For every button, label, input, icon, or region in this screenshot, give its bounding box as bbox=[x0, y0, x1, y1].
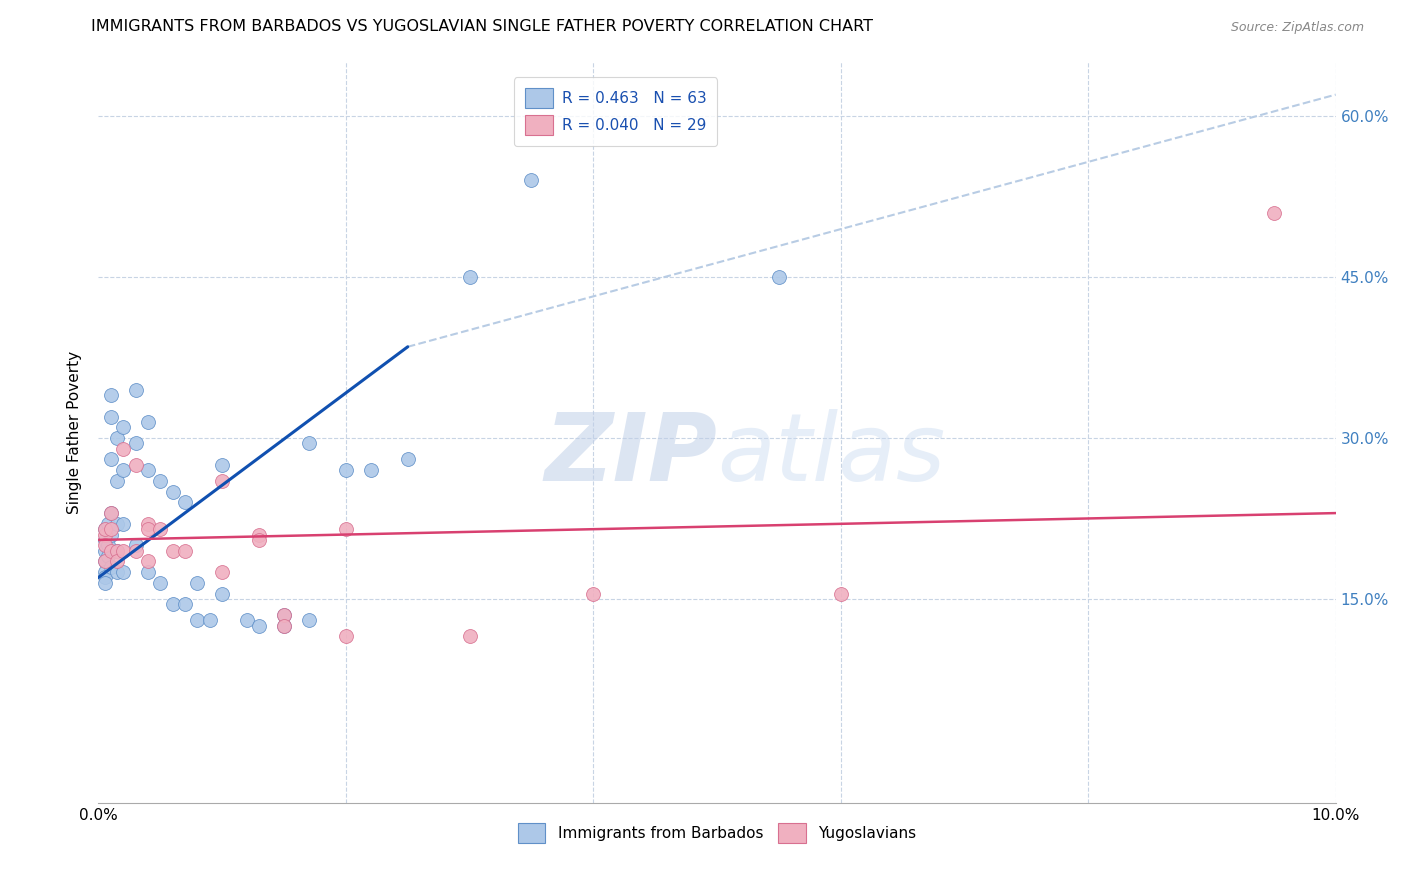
Point bbox=[198, 614, 221, 628]
Point bbox=[1263, 205, 1285, 219]
Point bbox=[273, 607, 295, 622]
Point bbox=[112, 442, 135, 456]
Point bbox=[273, 619, 295, 633]
Point bbox=[97, 538, 120, 552]
Point bbox=[112, 565, 135, 579]
Point bbox=[100, 543, 122, 558]
Point bbox=[124, 436, 146, 450]
Point bbox=[93, 554, 115, 568]
Point bbox=[136, 415, 159, 429]
Point bbox=[97, 549, 120, 563]
Point bbox=[458, 630, 481, 644]
Point bbox=[100, 506, 122, 520]
Point bbox=[360, 463, 382, 477]
Point bbox=[124, 383, 146, 397]
Point bbox=[93, 522, 115, 536]
Point bbox=[247, 527, 270, 541]
Point bbox=[247, 533, 270, 547]
Legend: Immigrants from Barbados, Yugoslavians: Immigrants from Barbados, Yugoslavians bbox=[510, 816, 924, 851]
Point bbox=[186, 614, 208, 628]
Point bbox=[174, 495, 197, 509]
Point bbox=[93, 533, 115, 547]
Text: atlas: atlas bbox=[717, 409, 945, 500]
Point bbox=[105, 543, 128, 558]
Point bbox=[149, 522, 172, 536]
Point bbox=[105, 554, 128, 568]
Point bbox=[100, 409, 122, 424]
Point bbox=[174, 543, 197, 558]
Point bbox=[124, 543, 146, 558]
Point bbox=[211, 565, 233, 579]
Point bbox=[236, 614, 259, 628]
Point bbox=[211, 458, 233, 472]
Point bbox=[149, 474, 172, 488]
Point bbox=[247, 619, 270, 633]
Point bbox=[124, 458, 146, 472]
Point bbox=[112, 543, 135, 558]
Point bbox=[105, 474, 128, 488]
Point bbox=[105, 565, 128, 579]
Point bbox=[112, 516, 135, 531]
Point bbox=[136, 522, 159, 536]
Point bbox=[162, 543, 184, 558]
Point bbox=[211, 474, 233, 488]
Point bbox=[298, 614, 321, 628]
Point bbox=[520, 173, 543, 187]
Point bbox=[211, 586, 233, 600]
Point bbox=[162, 484, 184, 499]
Point bbox=[100, 527, 122, 541]
Point bbox=[100, 452, 122, 467]
Text: IMMIGRANTS FROM BARBADOS VS YUGOSLAVIAN SINGLE FATHER POVERTY CORRELATION CHART: IMMIGRANTS FROM BARBADOS VS YUGOSLAVIAN … bbox=[91, 20, 873, 34]
Point bbox=[124, 538, 146, 552]
Point bbox=[97, 516, 120, 531]
Point bbox=[93, 522, 115, 536]
Point bbox=[768, 270, 790, 285]
Point bbox=[273, 619, 295, 633]
Point bbox=[458, 270, 481, 285]
Point bbox=[136, 463, 159, 477]
Point bbox=[100, 559, 122, 574]
Point bbox=[93, 527, 115, 541]
Point bbox=[335, 630, 357, 644]
Text: ZIP: ZIP bbox=[544, 409, 717, 500]
Point bbox=[136, 554, 159, 568]
Point bbox=[174, 597, 197, 611]
Point bbox=[100, 388, 122, 402]
Point bbox=[112, 463, 135, 477]
Point bbox=[335, 522, 357, 536]
Text: Source: ZipAtlas.com: Source: ZipAtlas.com bbox=[1230, 21, 1364, 34]
Point bbox=[93, 575, 115, 590]
Point bbox=[93, 538, 115, 552]
Point bbox=[149, 575, 172, 590]
Point bbox=[136, 516, 159, 531]
Point bbox=[273, 607, 295, 622]
Point bbox=[396, 452, 419, 467]
Point bbox=[93, 565, 115, 579]
Point bbox=[112, 420, 135, 434]
Point bbox=[335, 463, 357, 477]
Point bbox=[93, 543, 115, 558]
Point bbox=[186, 575, 208, 590]
Point bbox=[93, 554, 115, 568]
Point bbox=[136, 565, 159, 579]
Y-axis label: Single Father Poverty: Single Father Poverty bbox=[67, 351, 83, 514]
Point bbox=[298, 436, 321, 450]
Point bbox=[162, 597, 184, 611]
Point bbox=[830, 586, 852, 600]
Point bbox=[105, 516, 128, 531]
Point bbox=[105, 431, 128, 445]
Point bbox=[93, 570, 115, 584]
Point bbox=[582, 586, 605, 600]
Point bbox=[100, 506, 122, 520]
Point bbox=[105, 543, 128, 558]
Point bbox=[100, 522, 122, 536]
